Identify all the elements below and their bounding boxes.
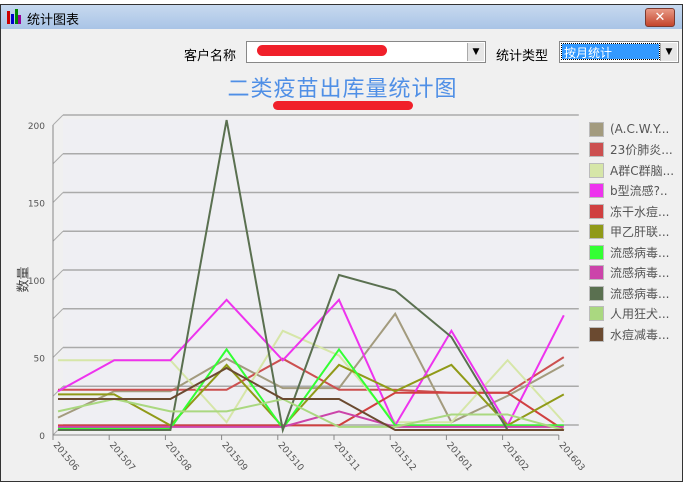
legend-item: (A.C.W.Y...: [589, 119, 674, 140]
legend-swatch: [589, 265, 604, 281]
legend-swatch: [589, 224, 604, 240]
chevron-down-icon[interactable]: ▼: [467, 43, 484, 61]
series-line: [58, 366, 564, 431]
type-label: 统计类型: [496, 49, 549, 64]
legend-label: 甲乙肝联...: [610, 225, 670, 240]
series-line: [57, 397, 565, 431]
x-tick-label: 201507: [107, 441, 137, 474]
customer-label: 客户名称: [184, 49, 237, 64]
series-line: [58, 410, 564, 428]
legend-item: 流感病毒...: [589, 283, 674, 304]
chart-title: 二类疫苗出库量统计图: [227, 77, 458, 102]
y-tick-label: 0: [39, 432, 45, 442]
close-button[interactable]: ✕: [645, 8, 675, 27]
redacted-subtitle: [273, 101, 413, 110]
x-tick-label: 201601: [444, 441, 474, 474]
title-bar: 统计图表 ✕: [1, 5, 682, 29]
legend-label: 流感病毒...: [610, 245, 670, 260]
x-tick-label: 201506: [51, 441, 81, 474]
x-tick-label: 201512: [388, 441, 418, 474]
legend-label: b型流感?..: [610, 184, 668, 199]
x-tick-label: 201508: [163, 441, 193, 474]
legend-label: 人用狂犬...: [610, 307, 670, 322]
y-tick-label: 100: [28, 277, 45, 287]
y-tick-label: 200: [28, 122, 45, 132]
x-tick-label: 201511: [332, 441, 362, 474]
legend-label: 流感病毒...: [610, 266, 670, 281]
legend-swatch: [589, 142, 604, 158]
legend: (A.C.W.Y... 23价肺炎... A群C群脑... b型流感?.. 冻干水痘..…: [589, 119, 674, 345]
gridline-depth: [52, 153, 64, 165]
gridline-depth: [52, 347, 64, 358]
series-line: [58, 119, 564, 434]
legend-swatch: [589, 203, 604, 219]
series-line: [57, 298, 565, 428]
legend-item: 冻干水痘...: [589, 201, 674, 222]
gridline-depth: [52, 192, 64, 203]
plot-background: [63, 119, 579, 429]
legend-swatch: [589, 285, 604, 301]
legend-label: 水痘减毒...: [610, 327, 670, 342]
legend-item: 人用狂犬...: [589, 304, 674, 325]
chevron-down-icon[interactable]: ▼: [660, 43, 677, 61]
legend-swatch: [589, 121, 604, 137]
y-tick-label: 150: [28, 200, 45, 210]
series-line: [58, 391, 565, 431]
type-select[interactable]: 按月统计 ▼: [559, 41, 679, 63]
x-tick-label: 201602: [500, 441, 530, 474]
window-title: 统计图表: [27, 13, 80, 28]
bar-chart-icon: [7, 9, 21, 24]
legend-label: (A.C.W.Y...: [610, 122, 670, 137]
legend-item: b型流感?..: [589, 181, 674, 202]
legend-label: 流感病毒...: [610, 286, 670, 301]
legend-swatch: [589, 244, 604, 260]
legend-swatch: [589, 306, 604, 322]
series-line: [58, 347, 564, 431]
customer-select[interactable]: ▼: [246, 41, 486, 63]
x-tick-label: 201509: [219, 441, 249, 474]
legend-label: 23价肺炎...: [610, 143, 673, 158]
legend-item: 流感病毒...: [589, 242, 674, 263]
gridline-depth: [52, 269, 64, 281]
legend-item: 甲乙肝联...: [589, 222, 674, 243]
legend-label: A群C群脑...: [610, 163, 675, 178]
legend-label: 冻干水痘...: [610, 204, 670, 219]
y-tick-label: 50: [34, 355, 46, 365]
x-tick-label: 201510: [276, 441, 306, 474]
legend-swatch: [589, 162, 604, 178]
x-tick-label: 201603: [557, 441, 587, 474]
legend-item: 水痘减毒...: [589, 324, 674, 345]
redaction-mark: [257, 45, 387, 56]
series-line: [58, 363, 565, 429]
legend-swatch: [589, 183, 604, 199]
legend-item: 23价肺炎...: [589, 140, 674, 161]
gridline-depth: [52, 230, 64, 242]
gridline-depth: [52, 114, 64, 126]
gridline-depth: [52, 308, 64, 320]
legend-swatch: [589, 326, 604, 342]
legend-item: A群C群脑...: [589, 160, 674, 181]
chart-window: 统计图表 ✕ 客户名称 ▼ 统计类型 按月统计 ▼ 二类疫苗出库量统计图 数量 …: [0, 4, 683, 482]
legend-item: 流感病毒...: [589, 263, 674, 284]
